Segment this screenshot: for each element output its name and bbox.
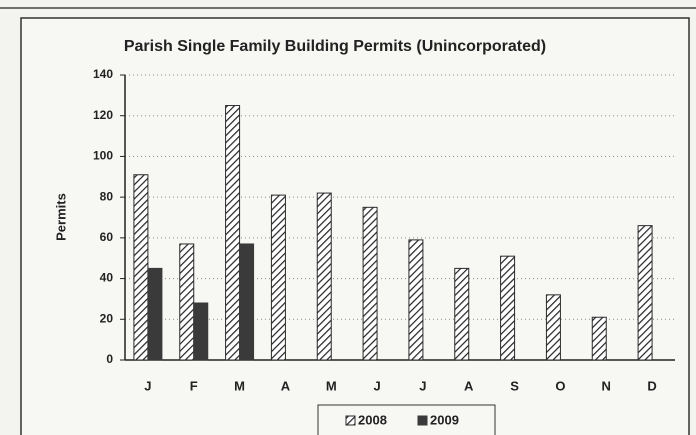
x-tick-label: A — [281, 378, 291, 393]
bar — [316, 192, 332, 361]
x-tick-label: D — [647, 378, 656, 393]
y-tick-label: 120 — [93, 108, 113, 122]
legend-label: 2008 — [358, 412, 387, 427]
bar — [225, 105, 241, 361]
bar — [270, 194, 286, 361]
bar — [500, 255, 516, 361]
x-tick-label: M — [234, 378, 245, 393]
x-tick-label: A — [464, 378, 474, 393]
legend-label: 2009 — [430, 412, 459, 427]
bar — [362, 206, 378, 361]
bar — [545, 294, 561, 361]
x-tick-label: O — [555, 378, 565, 393]
bar — [454, 267, 470, 361]
y-axis-label: Permits — [53, 193, 68, 241]
bar — [133, 174, 149, 361]
chart-frame — [20, 17, 690, 435]
x-tick-label: M — [326, 378, 337, 393]
x-tick-label: J — [373, 378, 380, 393]
y-tick-label: 40 — [100, 271, 114, 285]
chart-title: Parish Single Family Building Permits (U… — [124, 38, 546, 55]
bar — [591, 316, 607, 361]
y-tick-label: 20 — [100, 311, 114, 325]
bar — [239, 243, 255, 361]
x-tick-label: F — [190, 378, 198, 393]
bar — [147, 267, 163, 361]
x-tick-label: N — [602, 378, 611, 393]
legend-box — [317, 404, 496, 435]
bar — [193, 302, 209, 361]
x-tick-label: J — [144, 378, 151, 393]
bar — [637, 225, 653, 361]
y-tick-label: 60 — [100, 230, 114, 244]
bar — [179, 243, 195, 361]
y-tick-label: 0 — [106, 352, 113, 366]
y-tick-label: 100 — [93, 149, 113, 163]
legend-swatch — [345, 415, 356, 426]
bar — [408, 239, 424, 361]
y-tick-label: 140 — [93, 67, 113, 81]
x-tick-label: J — [419, 378, 426, 393]
legend-swatch — [417, 415, 428, 426]
y-tick-label: 80 — [100, 189, 114, 203]
x-tick-label: S — [510, 378, 519, 393]
